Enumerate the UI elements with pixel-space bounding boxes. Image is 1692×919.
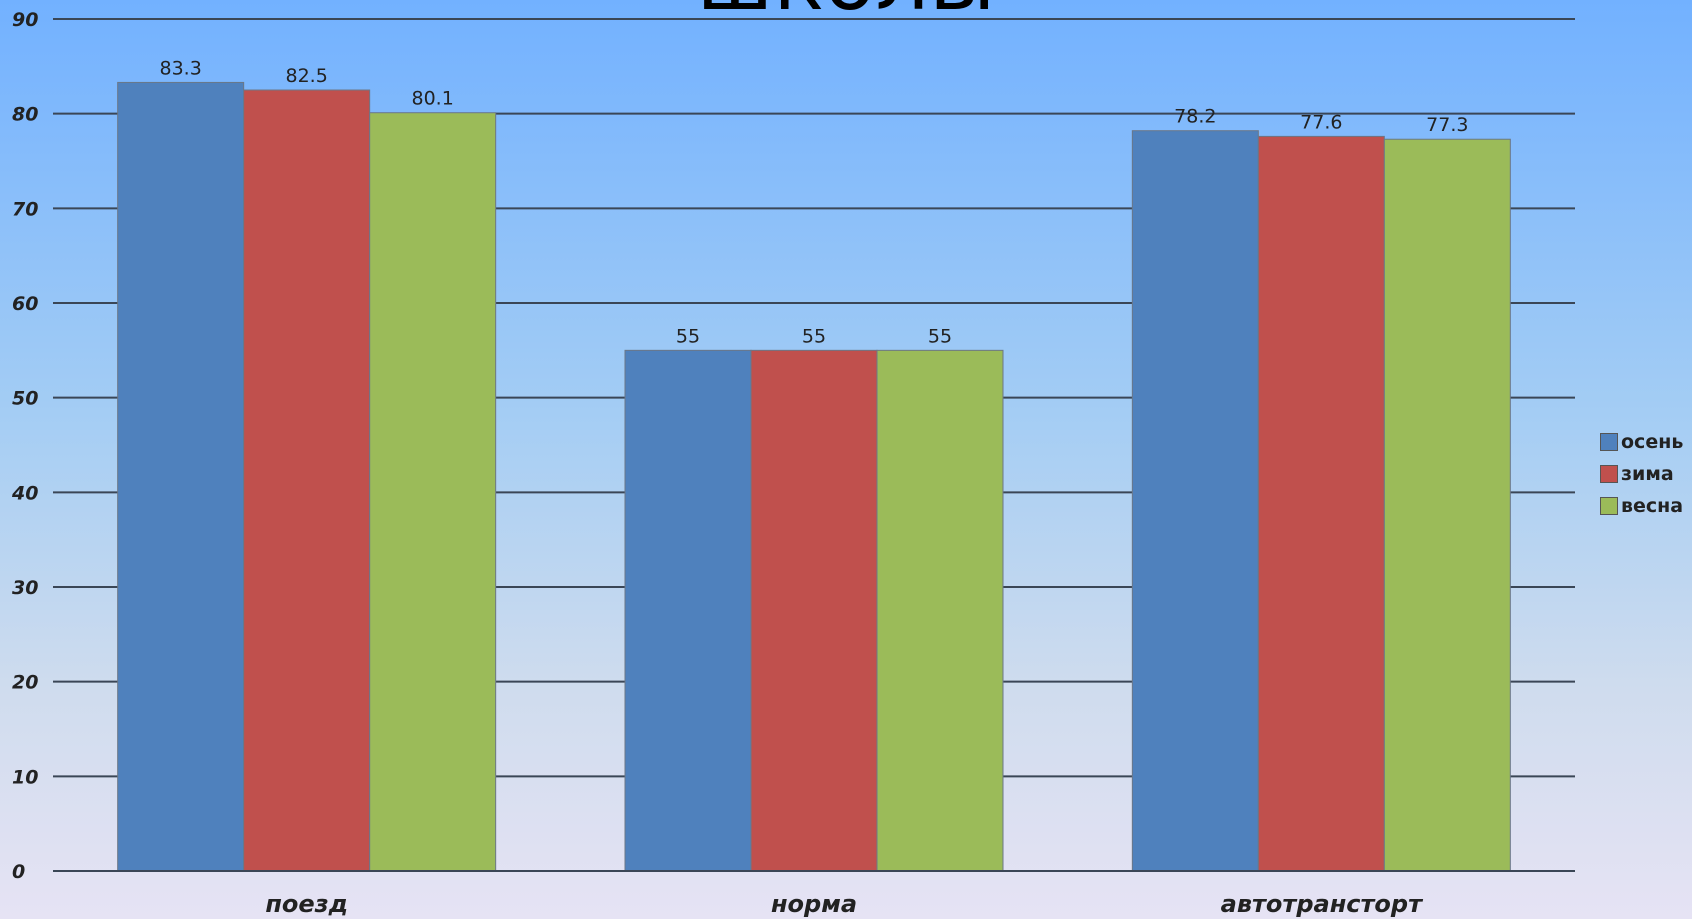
bar <box>1383 138 1511 872</box>
legend: осень зима весна <box>1600 426 1683 522</box>
legend-label: зима <box>1621 463 1674 485</box>
chart-title: школы <box>0 0 1692 22</box>
bar <box>1257 135 1385 872</box>
legend-swatch <box>1600 433 1618 451</box>
y-tick-label: 80 <box>12 104 38 126</box>
data-labels: 83.3 82.5 80.1 55 55 55 78.2 77.6 77.3 <box>160 57 1469 347</box>
data-label: 55 <box>928 325 952 347</box>
y-tick-label: 50 <box>12 388 38 410</box>
bars <box>117 81 1511 872</box>
legend-item-winter: зима <box>1600 458 1683 490</box>
data-label: 80.1 <box>412 88 454 110</box>
y-tick-label: 0 <box>12 861 25 883</box>
data-label: 77.6 <box>1300 111 1342 133</box>
legend-label: весна <box>1621 495 1684 517</box>
bar <box>117 81 245 872</box>
legend-label: осень <box>1621 431 1684 453</box>
y-tick-label: 20 <box>12 672 38 694</box>
bar <box>876 349 1004 872</box>
data-label: 83.3 <box>160 57 202 79</box>
data-label: 55 <box>676 325 700 347</box>
bar <box>1131 130 1259 872</box>
bar <box>750 349 878 872</box>
x-tick-label: норма <box>771 890 857 918</box>
x-tick-label: автотранстopт <box>1221 890 1424 918</box>
legend-item-autumn: осень <box>1600 426 1683 458</box>
y-tick-label: 90 <box>12 9 38 31</box>
data-label: 82.5 <box>286 65 328 87</box>
legend-swatch <box>1600 465 1618 483</box>
bar <box>369 112 497 872</box>
y-tick-label: 70 <box>12 198 38 220</box>
y-tick-label: 60 <box>12 293 38 315</box>
x-tick-label: поезд <box>265 890 348 918</box>
y-tick-label: 30 <box>12 577 38 599</box>
bar <box>624 349 752 872</box>
axes: 0 10 20 30 40 50 60 70 80 90 поезд норма автотранстo… <box>11 9 1575 918</box>
legend-swatch <box>1600 497 1618 515</box>
y-tick-label: 10 <box>12 766 38 788</box>
bar <box>243 89 371 872</box>
y-tick-label: 40 <box>11 482 38 504</box>
legend-item-spring: весна <box>1600 490 1683 522</box>
data-label: 77.3 <box>1426 114 1468 136</box>
data-label: 78.2 <box>1174 106 1216 128</box>
data-label: 55 <box>802 325 826 347</box>
